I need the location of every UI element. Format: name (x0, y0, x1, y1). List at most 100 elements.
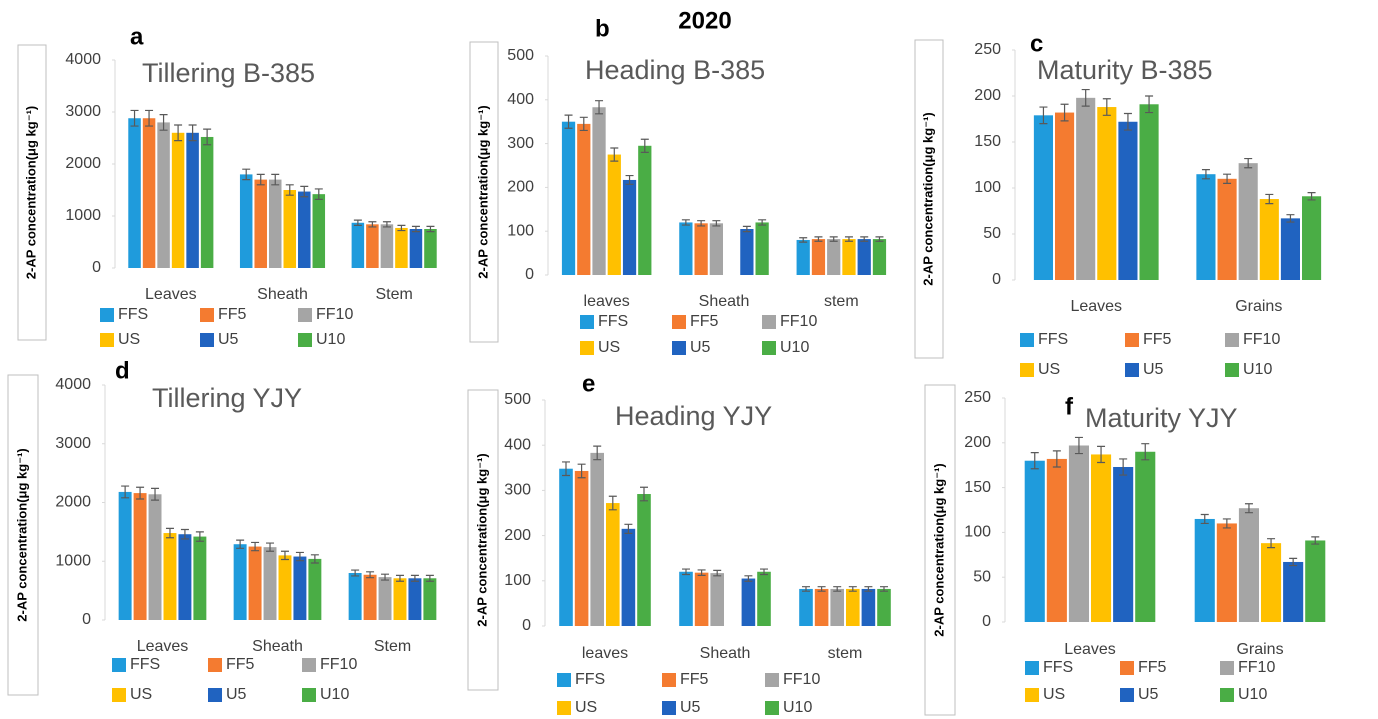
legend-swatch (1220, 688, 1234, 702)
error-bar (1097, 445, 1106, 464)
panel-letter: e (582, 370, 595, 397)
legend-label: U10 (780, 339, 809, 356)
error-bar (760, 568, 768, 576)
bar (861, 588, 876, 626)
bar (1046, 458, 1067, 622)
x-tick-label: leaves (582, 645, 628, 662)
error-bar (697, 569, 706, 576)
x-tick-label: Stem (374, 638, 411, 655)
error-bar (174, 124, 183, 142)
legend-label: FF5 (680, 671, 709, 688)
y-tick-label: 0 (522, 617, 531, 634)
error-bar (188, 124, 197, 142)
y-tick-label: 4000 (65, 51, 101, 68)
bar (846, 588, 860, 626)
y-tick-label: 400 (507, 91, 534, 108)
y-tick-label: 100 (974, 179, 1001, 196)
bar (607, 154, 621, 275)
legend-label: FF5 (690, 313, 719, 330)
legend-swatch (302, 658, 316, 672)
y-axis-label: 2-AP concentration(μg kg⁻¹) (474, 453, 489, 626)
bar (409, 229, 423, 268)
error-bar (864, 586, 873, 592)
bar (622, 179, 637, 275)
x-tick-label: Leaves (145, 286, 197, 303)
bar (200, 136, 214, 268)
bar (1216, 523, 1237, 622)
bar (1302, 196, 1322, 280)
legend-swatch (557, 673, 571, 687)
legend-swatch (100, 333, 114, 347)
legend-label: FFS (598, 313, 628, 330)
legend-swatch (672, 315, 686, 329)
error-bar (802, 586, 810, 592)
legend-label: FFS (1038, 331, 1068, 348)
bar (312, 194, 326, 268)
error-bar (271, 173, 280, 186)
legend-label: US (130, 686, 152, 703)
bar (424, 229, 437, 268)
error-bar (397, 224, 406, 232)
error-bar (1223, 173, 1232, 184)
y-tick-label: 250 (964, 389, 991, 406)
ylabel-box (924, 384, 956, 716)
error-bar (625, 174, 634, 185)
panel-letter: a (130, 23, 144, 50)
error-bar (682, 568, 690, 576)
panel-letter: b (595, 15, 610, 42)
error-bar (368, 221, 377, 228)
error-bar (165, 527, 174, 539)
error-bar (1039, 106, 1048, 125)
bar (592, 107, 606, 275)
bar (408, 578, 422, 620)
panel-letter: f (1065, 393, 1074, 420)
bar (233, 544, 247, 620)
error-bar (256, 173, 265, 186)
legend-swatch (1125, 363, 1139, 377)
error-bar (1200, 513, 1209, 525)
legend-label: US (1043, 686, 1065, 703)
bar (796, 239, 810, 275)
legend-swatch (762, 341, 776, 355)
error-bar (713, 569, 722, 577)
error-bar (1030, 452, 1039, 470)
bar (351, 222, 365, 268)
error-bar (742, 225, 751, 233)
bar (193, 536, 207, 620)
y-tick-label: 4000 (55, 376, 91, 393)
bar (799, 588, 813, 626)
panel-letter: d (115, 357, 130, 384)
y-axis-label: 2-AP concentration(μg kg⁻¹) (23, 106, 38, 279)
bar (254, 179, 267, 268)
error-bar (280, 550, 289, 561)
legend-swatch (302, 688, 316, 702)
y-tick-label: 200 (504, 527, 531, 544)
error-bar (1311, 536, 1320, 545)
error-bar (681, 219, 690, 226)
bar (268, 179, 282, 268)
legend-swatch (580, 315, 594, 329)
bar (574, 470, 589, 626)
error-bar (1052, 450, 1061, 468)
error-bar (564, 114, 573, 129)
error-bar (595, 100, 604, 115)
bar (1135, 451, 1156, 622)
legend-swatch (200, 333, 214, 347)
error-bar (593, 445, 602, 461)
legend-swatch (298, 308, 312, 322)
figure-title: 2020 (678, 7, 731, 34)
bar (694, 223, 708, 275)
bar (248, 546, 262, 620)
error-bar (1222, 518, 1231, 529)
bar (293, 556, 307, 620)
y-tick-label: 1000 (55, 552, 91, 569)
bar (142, 118, 156, 269)
error-bar (880, 586, 888, 592)
bar (186, 132, 199, 268)
error-bar (381, 573, 390, 581)
chart-title: Heading YJY (615, 401, 772, 431)
error-bar (366, 571, 375, 579)
error-bar (1289, 557, 1298, 567)
bar (679, 222, 693, 275)
y-tick-label: 50 (983, 225, 1001, 242)
